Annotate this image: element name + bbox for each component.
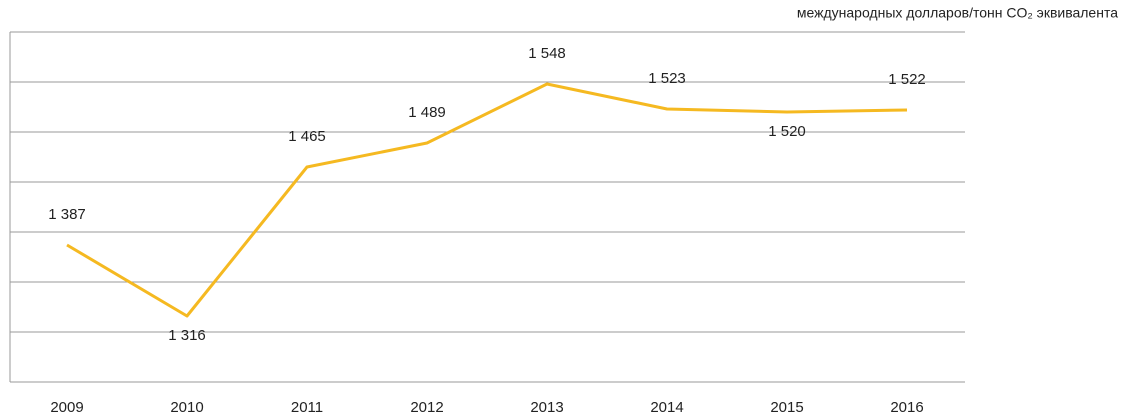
x-tick-label: 2013 (530, 399, 563, 416)
data-label: 1 548 (528, 45, 566, 62)
data-label: 1 520 (768, 123, 806, 140)
data-label: 1 465 (288, 128, 326, 145)
x-tick-label: 2010 (170, 399, 203, 416)
data-label: 1 489 (408, 104, 446, 121)
x-tick-label: 2014 (650, 399, 683, 416)
x-tick-label: 2016 (890, 399, 923, 416)
x-tick-label: 2009 (50, 399, 83, 416)
data-label: 1 522 (888, 71, 926, 88)
data-label: 1 387 (48, 206, 86, 223)
data-label: 1 316 (168, 327, 206, 344)
x-tick-label: 2015 (770, 399, 803, 416)
series-line (66, 82, 908, 318)
x-tick-label: 2011 (291, 399, 323, 416)
data-label: 1 523 (648, 70, 686, 87)
unit-label: международных долларов/тонн CO₂ эквивале… (797, 5, 1118, 21)
x-tick-label: 2012 (410, 399, 443, 416)
